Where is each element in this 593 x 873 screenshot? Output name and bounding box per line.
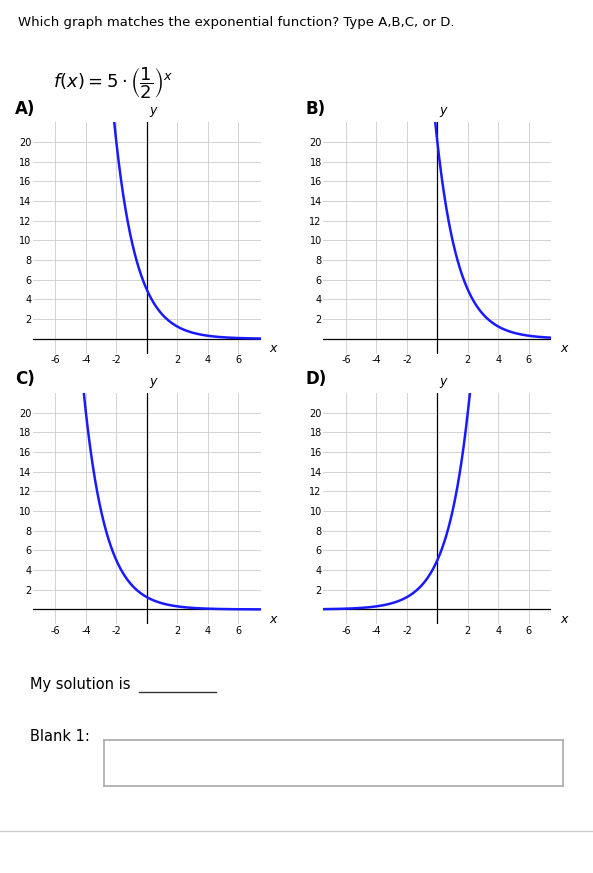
- Text: x: x: [560, 613, 568, 626]
- Text: My solution is: My solution is: [30, 677, 130, 691]
- Text: x: x: [560, 342, 568, 355]
- Text: $f(x) = 5 \cdot \left(\dfrac{1}{2}\right)^x$: $f(x) = 5 \cdot \left(\dfrac{1}{2}\right…: [53, 65, 174, 101]
- Text: x: x: [269, 613, 277, 626]
- Text: C): C): [15, 370, 34, 388]
- Text: B): B): [305, 100, 326, 118]
- Text: y: y: [149, 375, 157, 388]
- Text: Which graph matches the exponential function? Type A,B,C, or D.: Which graph matches the exponential func…: [18, 16, 454, 29]
- Text: D): D): [305, 370, 327, 388]
- Text: y: y: [149, 104, 157, 117]
- Text: y: y: [440, 104, 447, 117]
- Text: Blank 1:: Blank 1:: [30, 729, 90, 744]
- Text: A): A): [15, 100, 35, 118]
- Text: y: y: [440, 375, 447, 388]
- Text: x: x: [269, 342, 277, 355]
